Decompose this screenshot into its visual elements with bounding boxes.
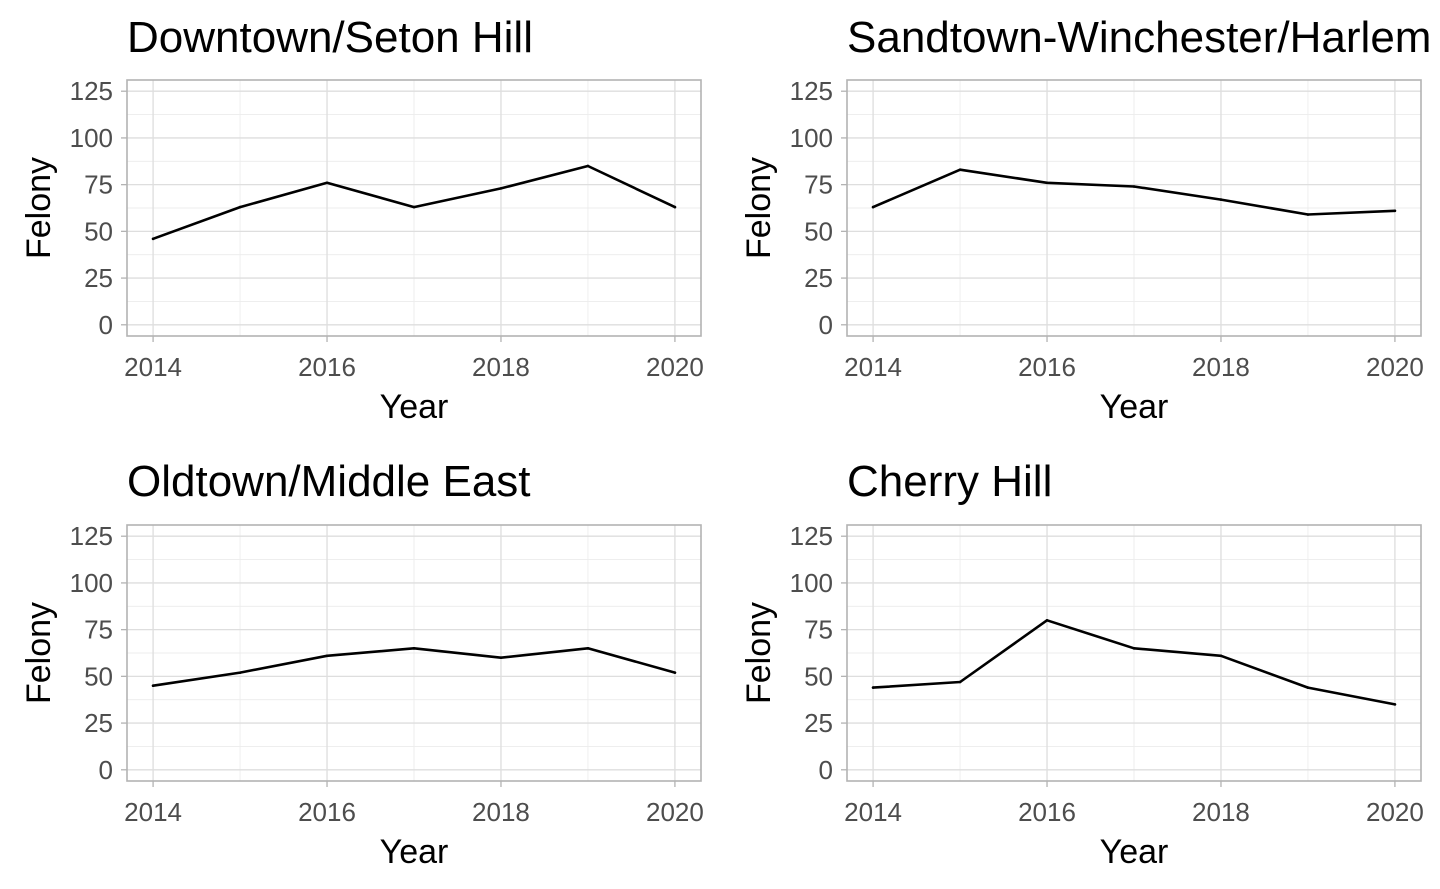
panel-title: Downtown/Seton Hill bbox=[127, 13, 533, 62]
data-point bbox=[871, 205, 875, 209]
x-tick-label: 2020 bbox=[1366, 797, 1424, 827]
x-tick-label: 2014 bbox=[124, 797, 182, 827]
y-tick-label: 0 bbox=[819, 755, 833, 785]
x-tick-label: 2018 bbox=[1192, 352, 1250, 382]
x-axis-title: Year bbox=[380, 388, 449, 426]
y-tick-label: 75 bbox=[84, 170, 113, 200]
x-axis-title: Year bbox=[1100, 388, 1169, 426]
y-tick-label: 0 bbox=[819, 310, 833, 340]
x-tick-label: 2018 bbox=[472, 352, 530, 382]
y-tick-label: 100 bbox=[790, 568, 833, 598]
panel-border bbox=[846, 524, 1422, 782]
y-tick-label: 125 bbox=[70, 76, 113, 106]
x-axis-title: Year bbox=[380, 833, 449, 871]
y-tick-label: 0 bbox=[99, 310, 113, 340]
y-tick-label: 25 bbox=[84, 263, 113, 293]
x-tick-label: 2016 bbox=[298, 352, 356, 382]
y-tick-label: 75 bbox=[84, 615, 113, 645]
y-axis-title: Felony bbox=[20, 602, 58, 704]
x-tick-label: 2016 bbox=[298, 797, 356, 827]
data-point bbox=[1393, 209, 1397, 213]
facet-panel-4: 0 25 50 75 100 125 2014 2016 2018 2020 Cherry Hill… bbox=[740, 457, 1424, 871]
x-tick-label: 2018 bbox=[1192, 797, 1250, 827]
data-point bbox=[1132, 185, 1136, 188]
data-point bbox=[325, 654, 329, 658]
panel-border bbox=[846, 79, 1422, 337]
data-point bbox=[871, 686, 875, 689]
data-point bbox=[958, 680, 962, 684]
y-tick-label: 100 bbox=[70, 123, 113, 153]
data-point bbox=[238, 671, 242, 674]
y-tick-label: 125 bbox=[790, 76, 833, 106]
y-tick-label: 25 bbox=[804, 708, 833, 738]
facet-panel-1: 0 25 50 75 100 125 2014 2016 2018 2020 Downtown/Se… bbox=[20, 13, 704, 426]
x-tick-label: 2014 bbox=[124, 352, 182, 382]
y-tick-label: 50 bbox=[804, 661, 833, 691]
x-tick-label: 2016 bbox=[1018, 352, 1076, 382]
y-axis-title: Felony bbox=[740, 157, 778, 259]
data-point bbox=[586, 164, 590, 168]
y-tick-label: 50 bbox=[84, 216, 113, 246]
data-point bbox=[151, 684, 155, 688]
x-tick-label: 2014 bbox=[844, 797, 902, 827]
data-point bbox=[499, 187, 503, 190]
data-point bbox=[151, 237, 155, 241]
facet-panel-2: 0 25 50 75 100 125 2014 2016 2018 2020 Sandtown-Wi… bbox=[740, 13, 1431, 426]
data-point bbox=[238, 205, 242, 209]
x-tick-label: 2020 bbox=[646, 352, 704, 382]
data-point bbox=[1219, 198, 1223, 201]
x-tick-label: 2020 bbox=[646, 797, 704, 827]
data-point bbox=[673, 671, 677, 674]
y-tick-label: 25 bbox=[84, 708, 113, 738]
y-tick-label: 75 bbox=[804, 615, 833, 645]
data-point bbox=[1219, 654, 1223, 658]
data-point bbox=[1045, 181, 1049, 185]
data-point bbox=[1132, 647, 1136, 650]
panel-title: Oldtown/Middle East bbox=[127, 457, 531, 506]
y-tick-label: 0 bbox=[99, 755, 113, 785]
y-tick-label: 50 bbox=[804, 216, 833, 246]
y-tick-label: 125 bbox=[790, 521, 833, 551]
data-point bbox=[499, 656, 503, 659]
y-tick-label: 100 bbox=[70, 568, 113, 598]
data-point bbox=[1306, 686, 1310, 689]
x-axis-title: Year bbox=[1100, 833, 1169, 871]
panel-title: Sandtown-Winchester/Harlem bbox=[847, 13, 1431, 62]
data-point bbox=[1045, 618, 1049, 622]
panel-border bbox=[126, 524, 702, 782]
data-point bbox=[412, 205, 416, 209]
data-point bbox=[412, 647, 416, 650]
x-tick-label: 2016 bbox=[1018, 797, 1076, 827]
data-point bbox=[325, 181, 329, 185]
facet-panel-3: 0 25 50 75 100 125 2014 2016 2018 2020 Oldtown/Mid… bbox=[20, 457, 704, 871]
y-tick-label: 25 bbox=[804, 263, 833, 293]
data-point bbox=[1393, 703, 1397, 706]
panel-title: Cherry Hill bbox=[847, 457, 1052, 506]
data-point bbox=[586, 647, 590, 650]
y-tick-label: 100 bbox=[790, 123, 833, 153]
y-tick-label: 50 bbox=[84, 661, 113, 691]
y-tick-label: 75 bbox=[804, 170, 833, 200]
y-axis-title: Felony bbox=[20, 157, 58, 259]
x-tick-label: 2018 bbox=[472, 797, 530, 827]
y-tick-label: 125 bbox=[70, 521, 113, 551]
data-point bbox=[673, 205, 677, 209]
data-point bbox=[958, 168, 962, 171]
data-point bbox=[1306, 213, 1310, 216]
panel-border bbox=[126, 79, 702, 337]
x-tick-label: 2014 bbox=[844, 352, 902, 382]
x-tick-label: 2020 bbox=[1366, 352, 1424, 382]
y-axis-title: Felony bbox=[740, 602, 778, 704]
